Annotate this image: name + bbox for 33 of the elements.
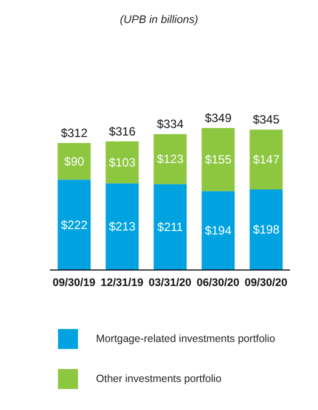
data-label: $155 — [204, 152, 232, 167]
bar — [154, 134, 187, 184]
x-tick-label: 06/30/20 — [196, 276, 240, 289]
bar — [154, 184, 187, 270]
data-label: $103 — [108, 155, 136, 170]
x-tick-label: 09/30/20 — [244, 276, 288, 289]
bar — [106, 141, 139, 184]
data-label: $123 — [156, 152, 184, 166]
data-label: $90 — [64, 154, 85, 168]
bar — [58, 180, 91, 270]
total-label: $312 — [60, 126, 88, 140]
data-label: $222 — [60, 218, 88, 232]
data-label: $147 — [252, 152, 280, 167]
data-label: $213 — [108, 220, 136, 234]
bar — [202, 191, 235, 270]
bar — [58, 143, 91, 180]
x-tick-label: 03/31/20 — [148, 276, 192, 289]
total-label: $349 — [204, 111, 232, 125]
chart-title: (UPB in billions) — [118, 13, 200, 28]
total-label: $316 — [108, 124, 136, 138]
data-label: $198 — [252, 222, 280, 237]
data-label: $211 — [157, 220, 184, 234]
data-label: $194 — [204, 224, 232, 238]
total-label: $334 — [156, 117, 184, 132]
x-tick-label: 09/30/19 — [52, 276, 96, 289]
bar — [250, 130, 283, 190]
legend-label: Other investments portfolio — [96, 373, 222, 385]
bar — [250, 189, 283, 270]
bar — [202, 128, 235, 192]
total-label: $345 — [252, 112, 280, 127]
x-tick-label: 12/31/19 — [100, 276, 144, 289]
legend-label: Mortgage-related investments portfolio — [96, 333, 276, 345]
bar — [106, 183, 139, 270]
